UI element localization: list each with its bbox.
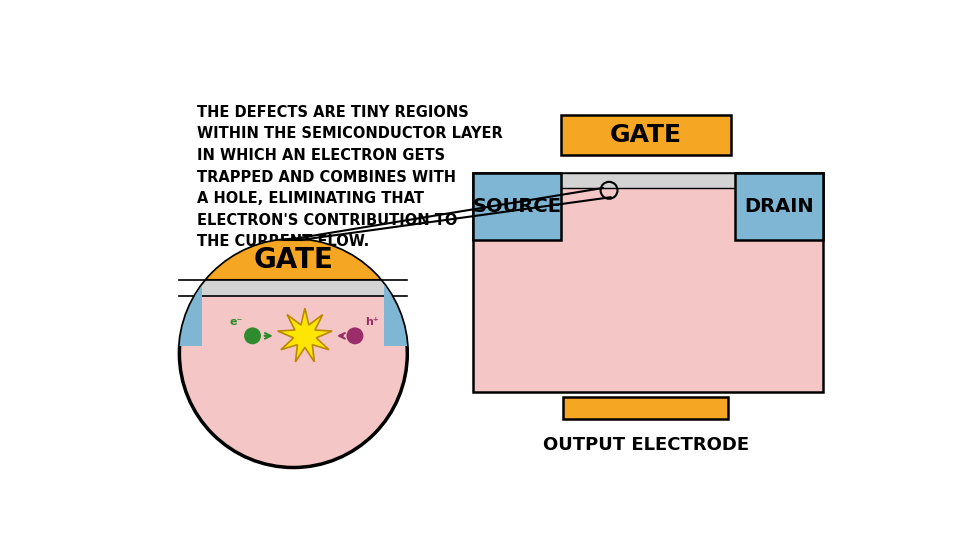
Text: GATE: GATE (253, 246, 333, 274)
Text: THE DEFECTS ARE TINY REGIONS
WITHIN THE SEMICONDUCTOR LAYER
IN WHICH AN ELECTRON: THE DEFECTS ARE TINY REGIONS WITHIN THE … (197, 105, 503, 249)
Circle shape (347, 327, 364, 345)
Bar (472, 173, 562, 240)
Text: h⁺: h⁺ (365, 316, 378, 327)
Bar (180, 240, 407, 280)
Text: e⁻: e⁻ (229, 316, 243, 327)
Text: OUTPUT ELECTRODE: OUTPUT ELECTRODE (542, 436, 749, 454)
Circle shape (244, 327, 261, 345)
Bar (384, 280, 407, 346)
Circle shape (180, 240, 407, 468)
Bar (472, 173, 823, 392)
Bar (734, 173, 823, 240)
Text: GATE: GATE (610, 123, 682, 147)
Text: DRAIN: DRAIN (744, 197, 814, 216)
Bar (472, 173, 823, 188)
Bar (563, 397, 729, 419)
Text: SOURCE: SOURCE (472, 197, 562, 216)
Bar (562, 115, 731, 155)
Bar (180, 280, 407, 296)
Polygon shape (277, 308, 332, 362)
Bar (180, 280, 203, 346)
